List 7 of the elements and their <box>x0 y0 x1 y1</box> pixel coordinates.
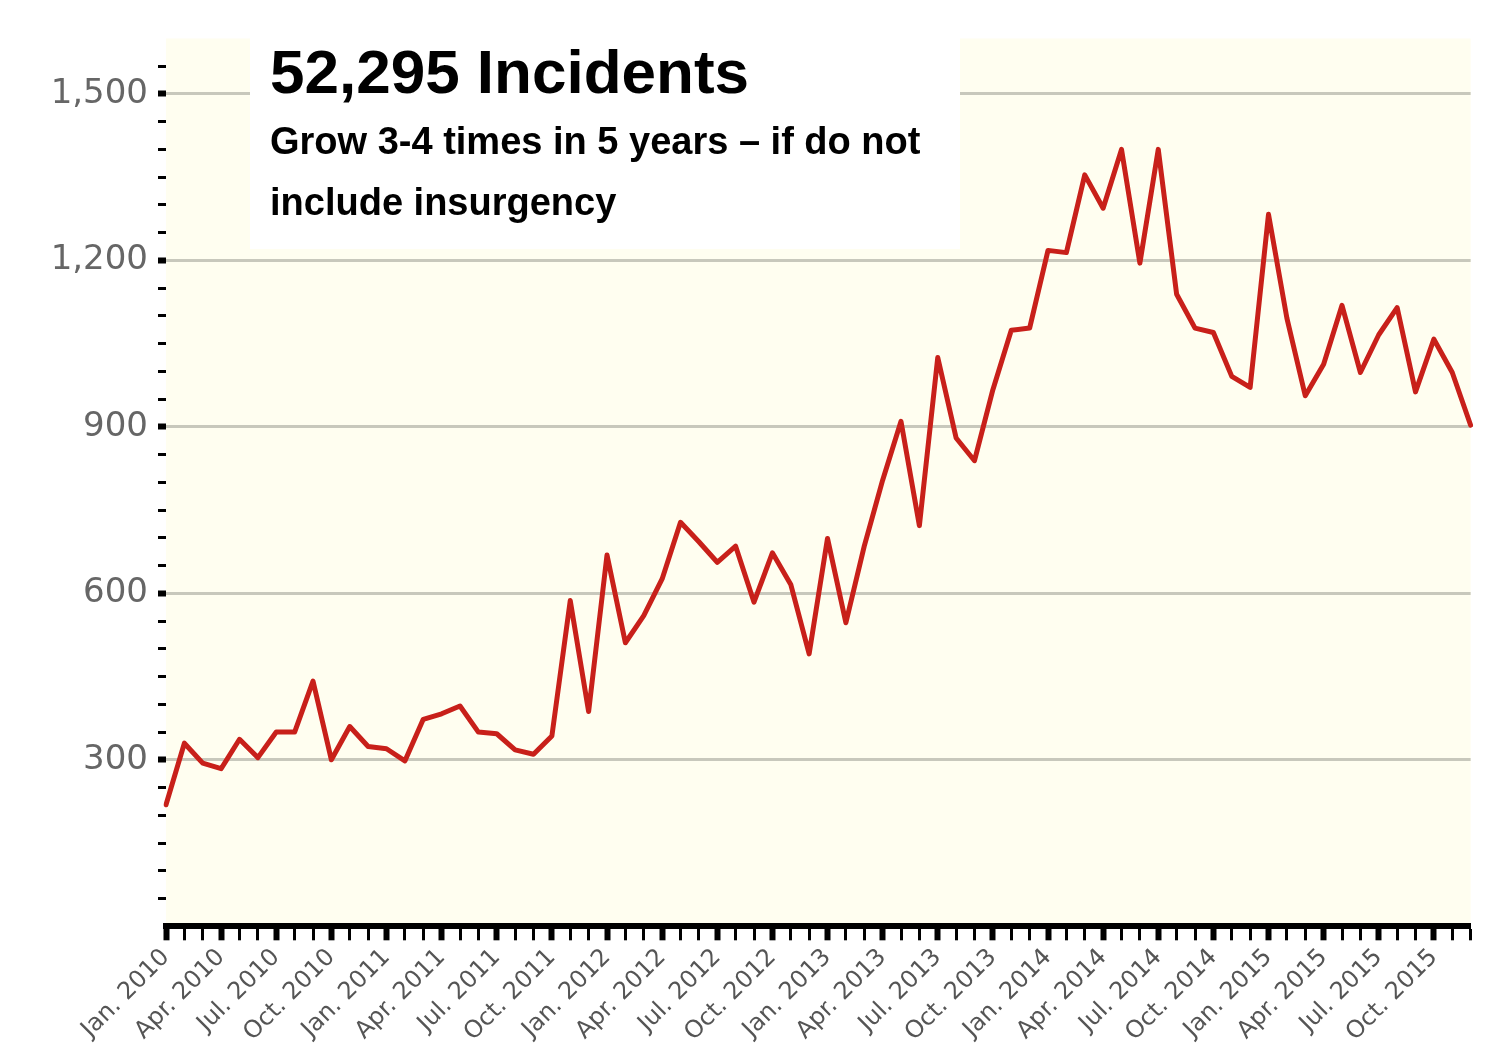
y-tick-label: 1,200 <box>50 237 148 278</box>
text: Grow 3-4 times in 5 years – if do not include insurgency <box>270 119 922 226</box>
y-tick-label: 300 <box>83 736 148 777</box>
y-tick-label: 900 <box>83 403 148 444</box>
y-tick-label: 1,500 <box>50 70 148 111</box>
chart-title: 52,295 Incidents <box>270 36 751 108</box>
y-tick-label: 600 <box>83 570 148 611</box>
